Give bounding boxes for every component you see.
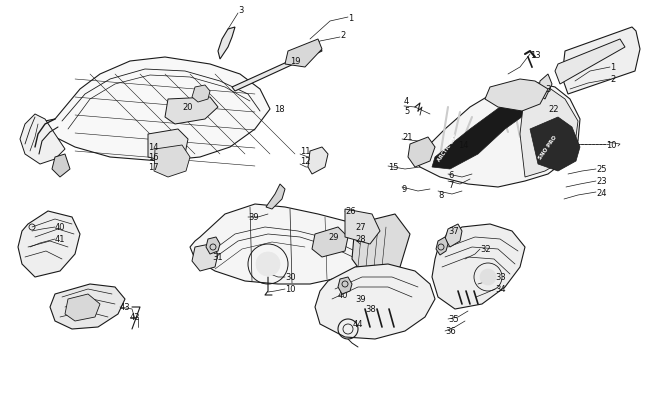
Polygon shape xyxy=(218,28,235,60)
Text: 36: 36 xyxy=(445,327,456,336)
Text: 10: 10 xyxy=(285,285,296,294)
Polygon shape xyxy=(432,90,538,170)
Polygon shape xyxy=(352,215,410,277)
Text: 3: 3 xyxy=(238,6,243,15)
Text: 12: 12 xyxy=(300,157,311,166)
Polygon shape xyxy=(192,86,210,103)
Polygon shape xyxy=(555,40,625,85)
Text: 11: 11 xyxy=(300,147,311,156)
Text: 5: 5 xyxy=(404,107,410,116)
Text: 33: 33 xyxy=(495,273,506,282)
Text: 38: 38 xyxy=(365,305,376,314)
Polygon shape xyxy=(190,205,368,284)
Text: 34: 34 xyxy=(495,285,506,294)
Text: SNO PRO: SNO PRO xyxy=(538,135,558,160)
Polygon shape xyxy=(538,75,552,100)
Text: 40: 40 xyxy=(210,240,220,249)
Text: 26: 26 xyxy=(345,207,356,216)
Polygon shape xyxy=(266,185,285,209)
Circle shape xyxy=(256,252,280,276)
Text: 3: 3 xyxy=(545,85,551,94)
Polygon shape xyxy=(232,48,322,92)
Text: 31: 31 xyxy=(212,253,222,262)
Polygon shape xyxy=(315,264,435,339)
Text: 37: 37 xyxy=(448,227,459,236)
Text: 14: 14 xyxy=(148,143,159,152)
Text: 1: 1 xyxy=(610,63,616,72)
Text: 24: 24 xyxy=(596,188,606,197)
Polygon shape xyxy=(312,228,348,257)
Polygon shape xyxy=(20,115,65,164)
Text: 43: 43 xyxy=(120,303,131,312)
Circle shape xyxy=(480,269,496,285)
Text: 17: 17 xyxy=(148,163,159,172)
Polygon shape xyxy=(18,211,80,277)
Text: 35: 35 xyxy=(448,315,459,324)
Polygon shape xyxy=(50,284,125,329)
Text: 6: 6 xyxy=(448,170,453,179)
Text: 4: 4 xyxy=(404,97,410,106)
Text: 18: 18 xyxy=(274,105,285,114)
Text: 2: 2 xyxy=(610,75,616,84)
Polygon shape xyxy=(154,146,190,177)
Polygon shape xyxy=(408,138,435,168)
Polygon shape xyxy=(52,155,70,177)
Polygon shape xyxy=(308,148,328,175)
Polygon shape xyxy=(45,58,270,162)
Text: 44: 44 xyxy=(353,320,363,329)
Text: 32: 32 xyxy=(480,245,491,254)
Polygon shape xyxy=(65,294,100,321)
Text: 42: 42 xyxy=(130,313,140,322)
Polygon shape xyxy=(445,224,462,247)
Text: 1: 1 xyxy=(348,13,353,22)
Polygon shape xyxy=(520,88,578,177)
Text: 21: 21 xyxy=(402,133,413,142)
Polygon shape xyxy=(415,82,580,188)
Text: 8: 8 xyxy=(438,190,443,199)
Text: 10: 10 xyxy=(606,140,616,149)
Polygon shape xyxy=(562,28,640,95)
Polygon shape xyxy=(530,118,580,172)
Text: 7: 7 xyxy=(448,180,453,189)
Text: 41: 41 xyxy=(55,235,66,244)
Polygon shape xyxy=(436,237,448,256)
Text: 14: 14 xyxy=(458,140,469,149)
Text: 2: 2 xyxy=(340,30,345,39)
Text: 39: 39 xyxy=(355,295,365,304)
Polygon shape xyxy=(432,224,525,309)
Text: 20: 20 xyxy=(182,102,192,111)
Text: 13: 13 xyxy=(530,50,541,60)
Text: 25: 25 xyxy=(596,165,606,174)
Polygon shape xyxy=(148,130,188,162)
Text: 23: 23 xyxy=(596,177,606,186)
Text: 16: 16 xyxy=(148,153,159,162)
Text: 27: 27 xyxy=(355,223,365,232)
Polygon shape xyxy=(165,98,218,125)
Polygon shape xyxy=(285,40,322,68)
Text: 19: 19 xyxy=(290,58,300,66)
Text: 40: 40 xyxy=(55,223,66,232)
Text: 15: 15 xyxy=(388,162,398,171)
Polygon shape xyxy=(345,209,380,244)
Text: 9: 9 xyxy=(402,185,408,194)
Polygon shape xyxy=(206,237,220,254)
Text: 30: 30 xyxy=(285,273,296,282)
Text: 29: 29 xyxy=(328,233,339,242)
Text: 40: 40 xyxy=(338,290,348,299)
Text: 22: 22 xyxy=(548,105,558,114)
Text: ARCTIC CAT: ARCTIC CAT xyxy=(437,133,459,162)
Text: 28: 28 xyxy=(355,235,365,244)
Polygon shape xyxy=(338,277,352,294)
Polygon shape xyxy=(192,244,218,271)
Text: 39: 39 xyxy=(248,213,259,222)
Polygon shape xyxy=(485,80,548,112)
